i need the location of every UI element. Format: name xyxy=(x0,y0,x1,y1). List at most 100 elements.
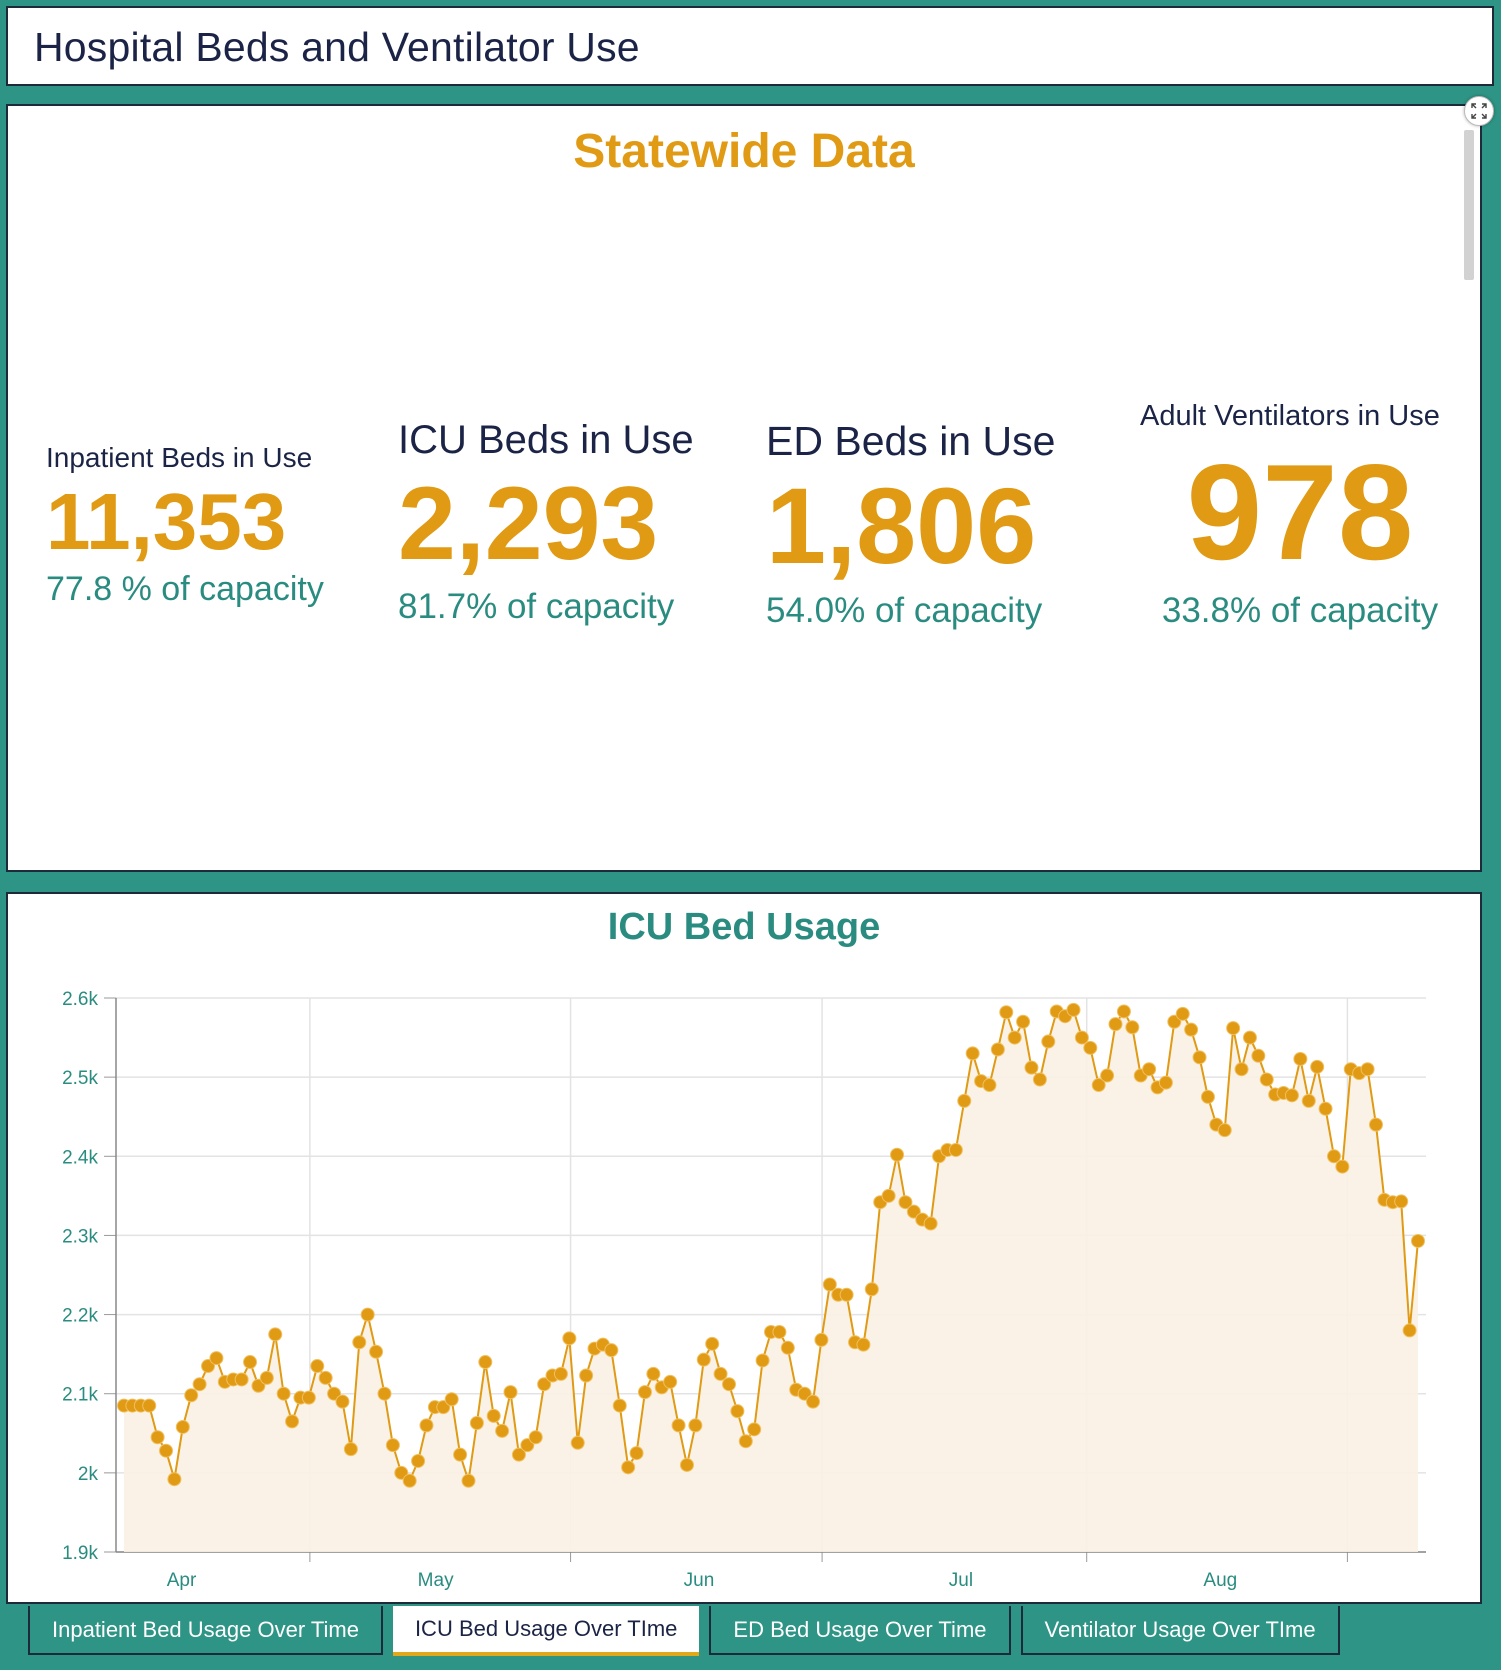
data-point xyxy=(1184,1022,1199,1037)
data-point xyxy=(747,1422,762,1437)
data-point xyxy=(1251,1048,1266,1063)
data-point xyxy=(301,1390,316,1405)
data-point xyxy=(890,1147,905,1162)
stat-label: Inpatient Beds in Use xyxy=(46,442,313,473)
data-point xyxy=(806,1394,821,1409)
data-point xyxy=(864,1282,879,1297)
data-point xyxy=(948,1142,963,1157)
data-point xyxy=(537,1377,552,1392)
tab-icu[interactable]: ICU Bed Usage Over TIme xyxy=(392,1606,700,1656)
data-point xyxy=(528,1430,543,1445)
data-point xyxy=(1192,1050,1207,1065)
data-point xyxy=(142,1398,157,1413)
stat-adult-ventilators: Adult Ventilators in Use 978 33.8% of ca… xyxy=(1140,400,1460,631)
data-point xyxy=(259,1370,274,1385)
stat-capacity: 81.7% of capacity xyxy=(398,587,675,626)
tab-inpatient[interactable]: Inpatient Bed Usage Over Time xyxy=(28,1606,383,1655)
data-point xyxy=(755,1353,770,1368)
y-tick-label: 2.1k xyxy=(62,1385,98,1406)
data-point xyxy=(1234,1062,1249,1077)
data-point xyxy=(1411,1233,1425,1248)
data-point xyxy=(1200,1089,1215,1104)
data-point xyxy=(175,1419,190,1434)
y-tick-label: 2.5k xyxy=(62,1068,98,1089)
tab-ventilator[interactable]: Ventilator Usage Over TIme xyxy=(1020,1606,1340,1655)
data-point xyxy=(1259,1072,1274,1087)
icu-chart-panel: ICU Bed Usage 1.9k 2k 2.1k 2.2k 2.3k 2.4k 2.5k… xyxy=(6,892,1482,1604)
data-point xyxy=(1284,1088,1299,1103)
data-point xyxy=(1368,1117,1383,1132)
stat-value: 1,806 xyxy=(766,465,1037,586)
data-point xyxy=(453,1447,468,1462)
x-tick-label: May xyxy=(418,1570,454,1591)
stat-value: 978 xyxy=(1186,436,1414,588)
data-point xyxy=(503,1385,518,1400)
data-point xyxy=(184,1388,199,1403)
data-point xyxy=(1125,1020,1140,1035)
stat-capacity: 54.0% of capacity xyxy=(766,591,1043,630)
tab-ed[interactable]: ED Bed Usage Over Time xyxy=(709,1606,1011,1655)
data-point xyxy=(1108,1017,1123,1032)
data-point xyxy=(730,1404,745,1419)
x-tick-label: Aug xyxy=(1203,1570,1237,1591)
data-point xyxy=(982,1078,997,1093)
y-tick-label: 2k xyxy=(78,1464,99,1485)
data-point xyxy=(1310,1059,1325,1074)
data-point xyxy=(1142,1062,1157,1077)
panel-scrollbar[interactable] xyxy=(1464,130,1474,280)
data-point xyxy=(772,1324,787,1339)
y-tick-label: 2.2k xyxy=(62,1306,98,1327)
data-point xyxy=(646,1366,661,1381)
expand-button[interactable] xyxy=(1464,96,1494,126)
page-header: Hospital Beds and Ventilator Use xyxy=(6,6,1494,86)
data-point xyxy=(579,1368,594,1383)
data-point xyxy=(285,1414,300,1429)
data-point xyxy=(965,1046,980,1061)
data-point xyxy=(159,1443,174,1458)
stat-value: 11,353 xyxy=(46,477,287,566)
data-point xyxy=(461,1473,476,1488)
stat-ed-beds: ED Beds in Use 1,806 54.0% of capacity xyxy=(766,418,1086,631)
statewide-panel: Statewide Data Inpatient Beds in Use 11,… xyxy=(6,104,1482,872)
data-point xyxy=(822,1277,837,1292)
data-point xyxy=(898,1195,913,1210)
data-point xyxy=(671,1418,686,1433)
tab-bar: Inpatient Bed Usage Over Time ICU Bed Us… xyxy=(28,1606,1350,1656)
data-point xyxy=(1326,1149,1341,1164)
data-point xyxy=(486,1408,501,1423)
data-point xyxy=(478,1355,493,1370)
data-point xyxy=(377,1386,392,1401)
area-fill xyxy=(124,1009,1418,1552)
data-point xyxy=(469,1415,484,1430)
data-point xyxy=(1074,1030,1089,1045)
data-point xyxy=(511,1447,526,1462)
data-point xyxy=(679,1457,694,1472)
data-point xyxy=(268,1327,283,1342)
data-point xyxy=(276,1386,291,1401)
data-point xyxy=(419,1418,434,1433)
data-point xyxy=(369,1344,384,1359)
data-point xyxy=(1100,1068,1115,1083)
stat-label: ED Beds in Use xyxy=(766,418,1056,464)
data-point xyxy=(1293,1051,1308,1066)
data-point xyxy=(402,1473,417,1488)
data-point xyxy=(1318,1101,1333,1116)
stat-inpatient-beds: Inpatient Beds in Use 11,353 77.8 % of c… xyxy=(46,442,336,609)
data-point xyxy=(839,1287,854,1302)
data-point xyxy=(385,1438,400,1453)
data-point xyxy=(352,1335,367,1350)
data-point xyxy=(1394,1194,1409,1209)
stat-icu-beds: ICU Beds in Use 2,293 81.7% of capacity xyxy=(398,418,708,627)
y-tick-label: 2.4k xyxy=(62,1147,98,1168)
data-point xyxy=(663,1374,678,1389)
x-tick-label: Apr xyxy=(167,1570,197,1591)
data-point xyxy=(1016,1014,1031,1029)
data-point xyxy=(167,1472,182,1487)
data-point xyxy=(150,1430,165,1445)
data-point xyxy=(957,1093,972,1108)
data-point xyxy=(1301,1093,1316,1108)
data-point xyxy=(562,1331,577,1346)
y-tick-label: 1.9k xyxy=(62,1543,98,1564)
data-point xyxy=(721,1377,736,1392)
data-point xyxy=(738,1434,753,1449)
